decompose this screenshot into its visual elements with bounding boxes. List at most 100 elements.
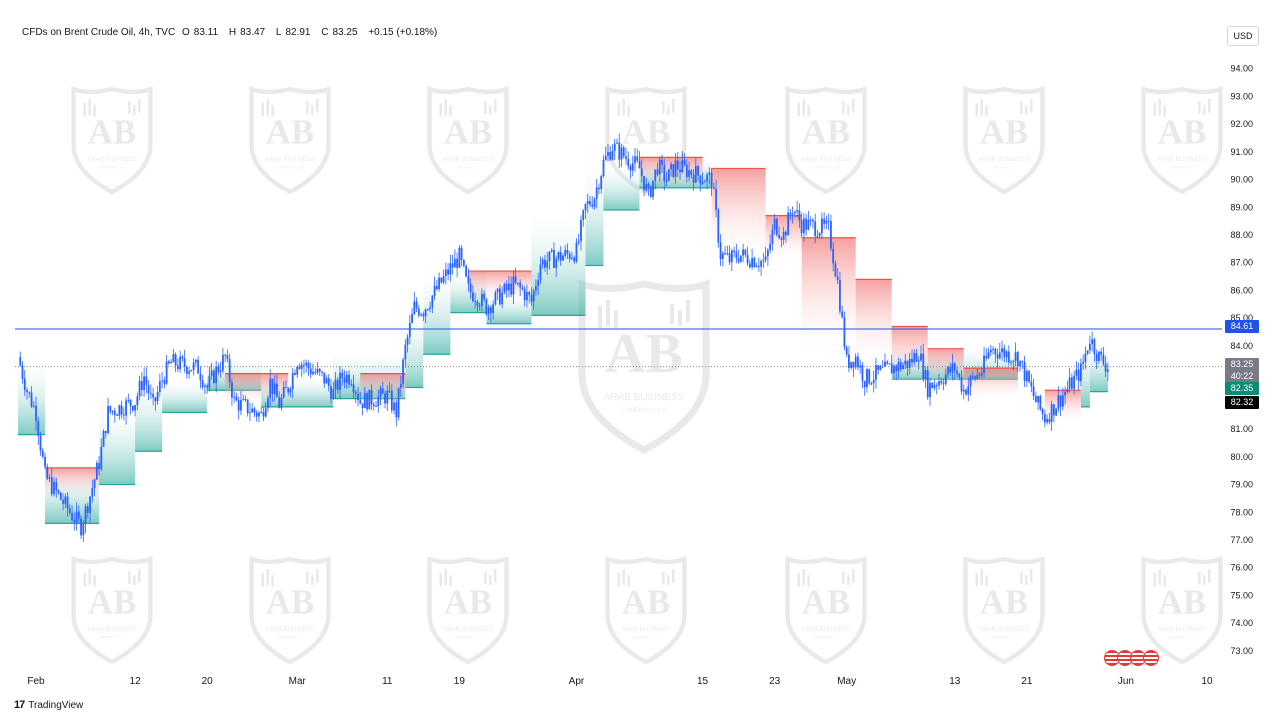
candle-body — [1050, 404, 1053, 423]
candle-body — [501, 292, 504, 305]
x-tick-label: 19 — [454, 676, 466, 687]
candle-body — [782, 231, 785, 240]
candle-body — [190, 369, 193, 372]
candle-body — [1057, 395, 1060, 409]
candle-body — [992, 348, 994, 350]
candle-body — [116, 414, 118, 416]
candle-body — [1107, 369, 1109, 372]
candle-body — [748, 263, 751, 268]
candle-body — [1003, 348, 1006, 358]
candle-body — [917, 360, 920, 362]
candle-body — [440, 277, 443, 283]
candle-body — [906, 360, 909, 368]
candle-body — [1014, 352, 1017, 361]
candle-body — [327, 378, 330, 387]
tradingview-branding[interactable]: 17 TradingView — [14, 699, 83, 711]
candle-body — [192, 362, 195, 370]
candle-body — [757, 265, 760, 267]
candle-body — [411, 313, 413, 324]
candle-body — [787, 212, 790, 236]
candle-body — [478, 305, 481, 307]
candle-body — [102, 430, 105, 447]
candle-body — [402, 359, 404, 385]
candle-body — [805, 218, 808, 230]
symbol-legend: CFDs on Brent Crude Oil, 4h, TVC O 83.11 … — [22, 27, 441, 38]
candle-body — [1007, 351, 1010, 363]
candle-body — [222, 354, 224, 371]
y-tick-label: 86.00 — [1230, 285, 1253, 295]
candle-body — [55, 481, 58, 491]
candle-body — [845, 347, 848, 355]
currency-button[interactable]: USD — [1227, 26, 1259, 46]
time-axis[interactable]: Feb 12 20 Mar 11 19 Apr 15 23 May 13 21 Jun 10 — [27, 676, 1213, 687]
candle-body — [904, 360, 907, 365]
candle-body — [965, 389, 967, 395]
candle-body — [253, 408, 256, 413]
candle-body — [690, 170, 693, 175]
candle-body — [706, 174, 708, 182]
candle-body — [145, 376, 148, 385]
candle-body — [978, 374, 981, 376]
candle-body — [546, 261, 549, 268]
candle-body — [812, 219, 814, 222]
level-price-badge[interactable]: 84.61 — [1225, 320, 1259, 333]
candle-body — [1046, 418, 1049, 423]
candle-body — [136, 396, 139, 406]
candle-body — [562, 256, 564, 261]
candle-body — [345, 374, 348, 383]
candle-body — [366, 393, 368, 410]
candle-body — [399, 384, 402, 388]
watermark-logo — [430, 89, 507, 192]
candle-body — [850, 361, 853, 368]
candle-body — [1068, 377, 1071, 389]
candle-body — [940, 381, 943, 384]
close-label: C — [321, 27, 329, 38]
candle-body — [983, 355, 985, 373]
candle-body — [226, 355, 229, 360]
candle-body — [539, 264, 542, 281]
candle-body — [1102, 354, 1105, 364]
candle-body — [717, 210, 720, 243]
candle-body — [303, 364, 305, 366]
candle-body — [451, 263, 454, 268]
candle-body — [471, 292, 474, 302]
candle-body — [823, 218, 826, 224]
candle-body — [138, 381, 141, 397]
candle-body — [375, 405, 377, 407]
y-tick-label: 92.00 — [1230, 119, 1253, 129]
candle-body — [334, 379, 337, 390]
watermark-logo — [1144, 559, 1221, 662]
candle-body — [519, 282, 522, 288]
us-flag-icon[interactable] — [1143, 650, 1159, 666]
open-value: 83.11 — [193, 27, 219, 38]
candle-body — [733, 250, 735, 253]
candle-body — [778, 234, 781, 239]
y-tick-label: 77.00 — [1230, 535, 1253, 545]
candle-body — [530, 295, 533, 302]
candle-body — [431, 295, 434, 308]
candle-body — [1088, 343, 1091, 351]
candle-body — [886, 361, 889, 364]
candle-body — [728, 253, 731, 263]
candle-body — [935, 385, 938, 387]
candle-body — [147, 384, 150, 394]
y-tick-label: 90.00 — [1230, 175, 1253, 185]
candle-body — [793, 211, 796, 214]
candle-body — [309, 368, 312, 375]
candle-body — [1073, 376, 1076, 389]
candle-body — [589, 201, 591, 205]
candle-body — [726, 253, 729, 255]
economic-events-flags[interactable] — [1104, 650, 1159, 666]
candle-body — [724, 253, 726, 255]
candle-body — [300, 364, 303, 369]
candle-body — [1028, 370, 1030, 382]
candle-body — [769, 243, 772, 251]
candle-body — [357, 393, 359, 401]
candle-body — [174, 354, 177, 366]
candle-body — [694, 166, 697, 183]
candle-body — [458, 247, 461, 268]
candle-body — [953, 363, 956, 371]
candle-body — [643, 176, 645, 191]
resistance-fill — [711, 168, 766, 263]
